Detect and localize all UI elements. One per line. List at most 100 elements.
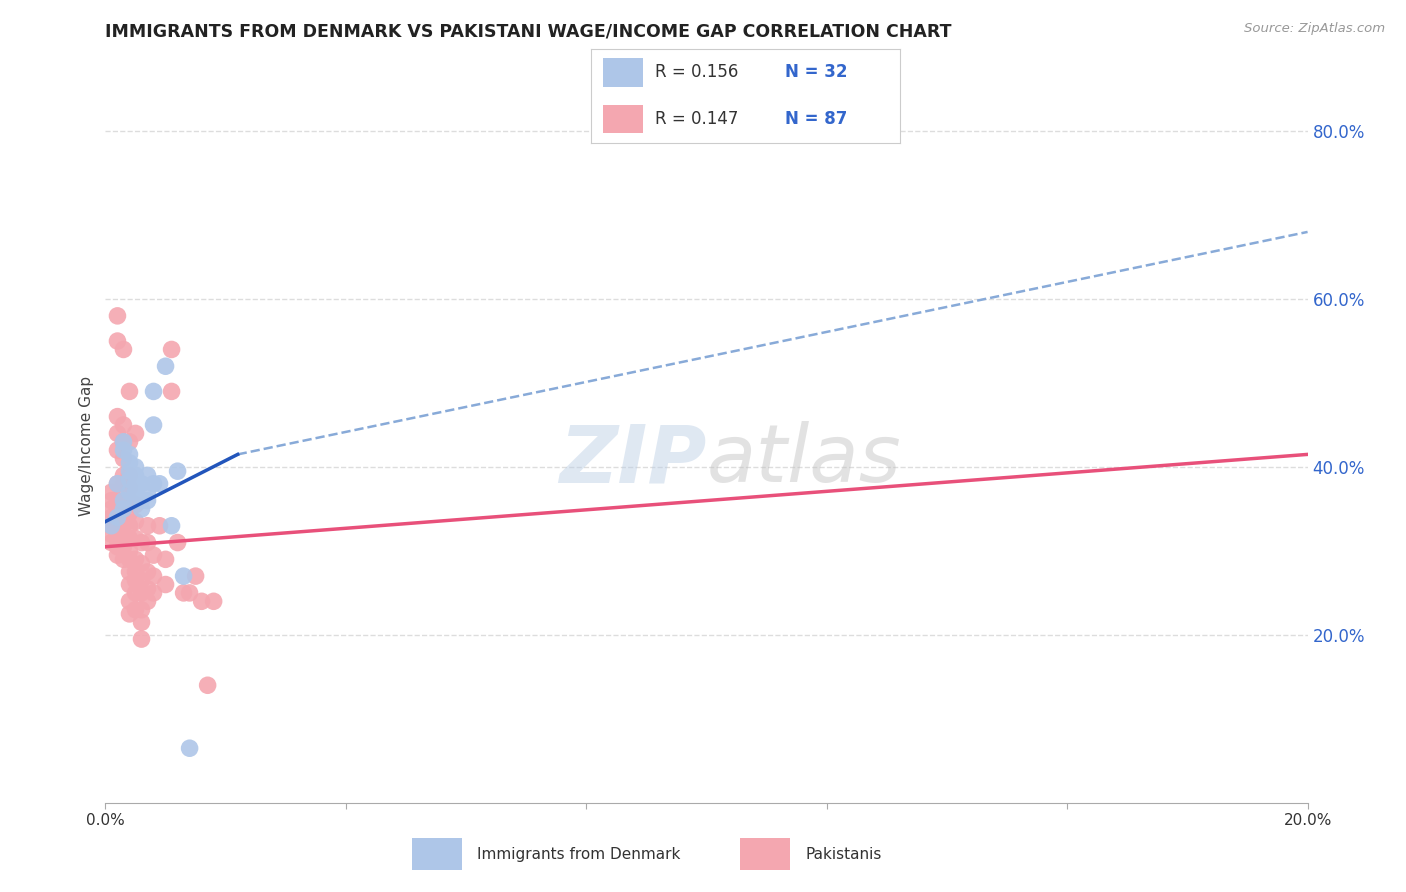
Text: Source: ZipAtlas.com: Source: ZipAtlas.com [1244, 22, 1385, 36]
Point [107, 309, 129, 323]
Point [142, 569, 165, 583]
Text: IMMIGRANTS FROM DENMARK VS PAKISTANI WAGE/INCOME GAP CORRELATION CHART: IMMIGRANTS FROM DENMARK VS PAKISTANI WAG… [105, 22, 952, 40]
Text: Pakistanis: Pakistanis [806, 847, 882, 862]
Point [112, 343, 135, 357]
Point [124, 532, 146, 546]
Point [124, 515, 146, 529]
Point [136, 582, 159, 596]
Point [107, 409, 129, 424]
Point [136, 468, 159, 483]
Point [112, 502, 135, 516]
Point [124, 586, 146, 600]
Point [118, 577, 141, 591]
Point [112, 493, 135, 508]
Point [160, 518, 183, 533]
Point [112, 518, 135, 533]
Point [155, 359, 177, 374]
Point [136, 518, 159, 533]
Point [155, 552, 177, 566]
Point [118, 434, 141, 449]
Point [136, 535, 159, 549]
Point [131, 615, 153, 630]
Point [142, 476, 165, 491]
Point [112, 493, 135, 508]
Point [107, 502, 129, 516]
Point [118, 456, 141, 470]
Point [112, 443, 135, 458]
Point [142, 548, 165, 562]
Point [124, 426, 146, 441]
Point [107, 540, 129, 554]
Point [118, 607, 141, 621]
Point [131, 493, 153, 508]
Point [124, 603, 146, 617]
Point [112, 468, 135, 483]
Point [100, 515, 122, 529]
Text: atlas: atlas [707, 421, 901, 500]
Point [142, 586, 165, 600]
Point [118, 544, 141, 558]
Point [148, 518, 170, 533]
Point [136, 493, 159, 508]
Bar [412, 838, 461, 870]
Point [124, 460, 146, 475]
Point [100, 502, 122, 516]
Point [112, 417, 135, 432]
Point [197, 678, 219, 692]
Point [173, 586, 195, 600]
Point [118, 518, 141, 533]
Point [100, 518, 122, 533]
Point [148, 476, 170, 491]
Point [112, 434, 135, 449]
Point [107, 510, 129, 524]
Point [100, 535, 122, 549]
Point [118, 594, 141, 608]
Point [166, 535, 188, 549]
Point [118, 384, 141, 399]
Point [118, 481, 141, 495]
Point [136, 594, 159, 608]
Point [112, 540, 135, 554]
Point [124, 468, 146, 483]
Point [124, 498, 146, 512]
Point [107, 476, 129, 491]
Point [118, 493, 141, 508]
Bar [603, 59, 643, 87]
Point [107, 510, 129, 524]
Point [131, 502, 153, 516]
Point [118, 485, 141, 500]
Point [173, 569, 195, 583]
Point [118, 532, 141, 546]
Point [136, 485, 159, 500]
Point [118, 447, 141, 461]
Point [107, 426, 129, 441]
Point [107, 443, 129, 458]
Text: R = 0.156: R = 0.156 [655, 63, 738, 81]
Point [107, 548, 129, 562]
Point [179, 586, 201, 600]
Point [112, 476, 135, 491]
Point [100, 518, 122, 533]
Text: N = 32: N = 32 [786, 63, 848, 81]
Text: N = 87: N = 87 [786, 111, 848, 128]
Point [184, 569, 207, 583]
Point [112, 527, 135, 541]
Point [118, 473, 141, 487]
Point [131, 574, 153, 588]
Point [118, 565, 141, 579]
Bar [740, 838, 790, 870]
Y-axis label: Wage/Income Gap: Wage/Income Gap [79, 376, 94, 516]
Point [112, 552, 135, 566]
Point [179, 741, 201, 756]
Point [107, 493, 129, 508]
Point [142, 384, 165, 399]
Point [131, 586, 153, 600]
Point [124, 552, 146, 566]
Point [124, 476, 146, 491]
Point [112, 434, 135, 449]
Point [124, 493, 146, 508]
Point [112, 451, 135, 466]
Point [142, 417, 165, 432]
Point [107, 523, 129, 537]
Point [136, 565, 159, 579]
